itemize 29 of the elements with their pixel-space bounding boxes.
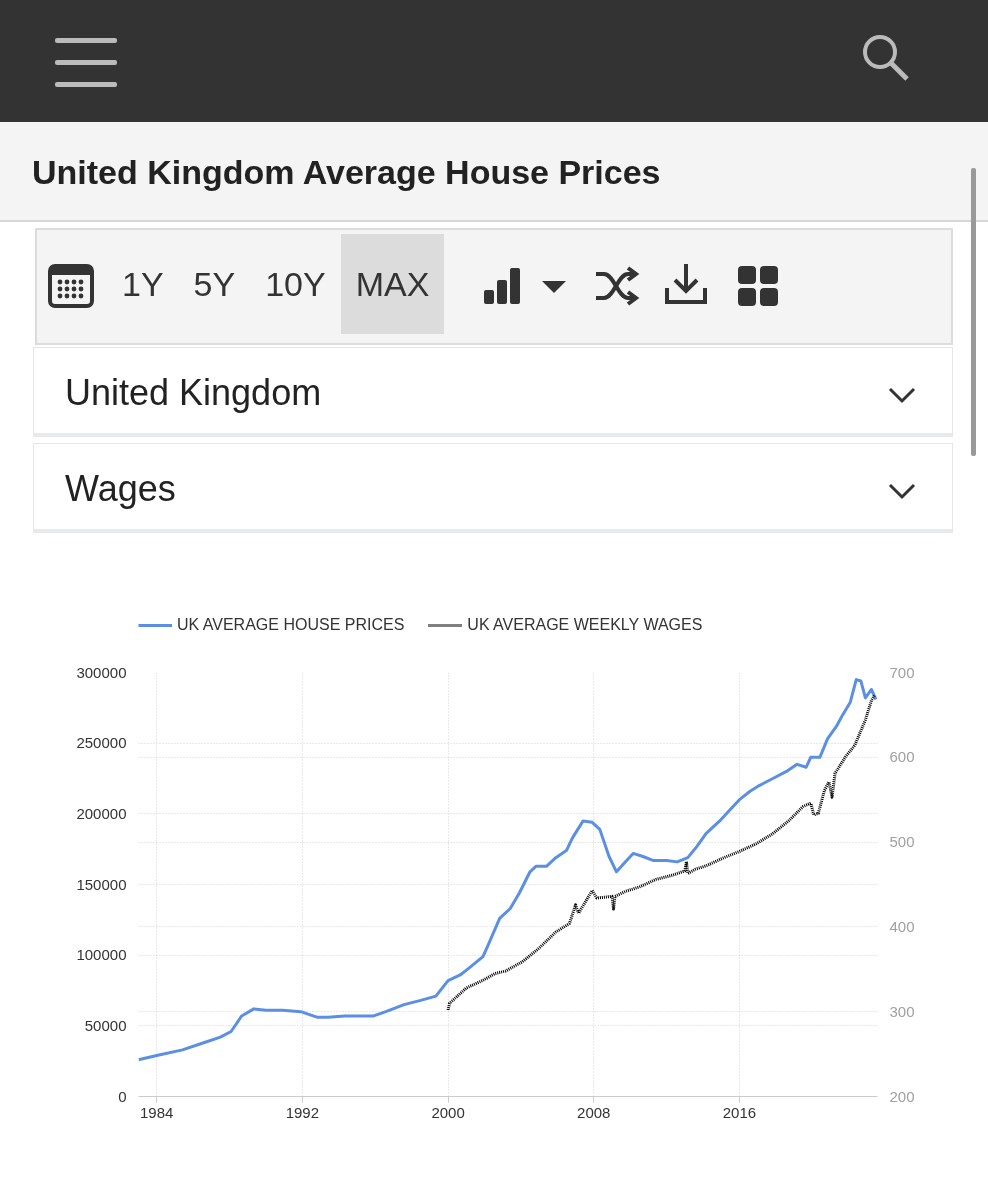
- y2-tick-label: 300: [889, 1002, 915, 1020]
- x-tick-label: 2000: [431, 1103, 465, 1121]
- text: Wages: [65, 467, 176, 511]
- y-tick-label: 300000: [76, 663, 127, 681]
- text: 1Y: [121, 264, 165, 305]
- y2-tick-label: 700: [889, 663, 915, 681]
- text: 10Y: [264, 264, 327, 305]
- text: MAX: [340, 234, 445, 334]
- y2-tick-label: 600: [889, 748, 915, 766]
- x-tick-label: 1992: [285, 1103, 320, 1121]
- x-tick-label: 2008: [577, 1103, 611, 1121]
- y-tick-label: 250000: [76, 734, 127, 752]
- text: 5Y: [192, 264, 237, 305]
- legend-label: UK AVERAGE WEEKLY WAGES: [467, 616, 703, 634]
- line-series: [138, 678, 878, 1062]
- chart-title: United Kingdom Average House Prices: [32, 152, 661, 193]
- y2-tick-label: 200: [889, 1087, 915, 1105]
- text: United Kingdom: [65, 371, 322, 415]
- y-tick-label: 200000: [76, 804, 127, 822]
- y2-tick-label: 400: [889, 917, 915, 935]
- y-tick-label: 150000: [76, 875, 127, 893]
- y-tick-label: 50000: [84, 1016, 127, 1034]
- legend-label: UK AVERAGE HOUSE PRICES: [177, 616, 405, 634]
- x-tick-label: 1984: [140, 1103, 174, 1121]
- y-tick-label: 100000: [76, 946, 127, 964]
- y-tick-label: 0: [118, 1087, 127, 1105]
- line-series: [446, 693, 876, 1012]
- y2-tick-label: 500: [889, 833, 915, 851]
- x-tick-label: 2016: [722, 1103, 757, 1121]
